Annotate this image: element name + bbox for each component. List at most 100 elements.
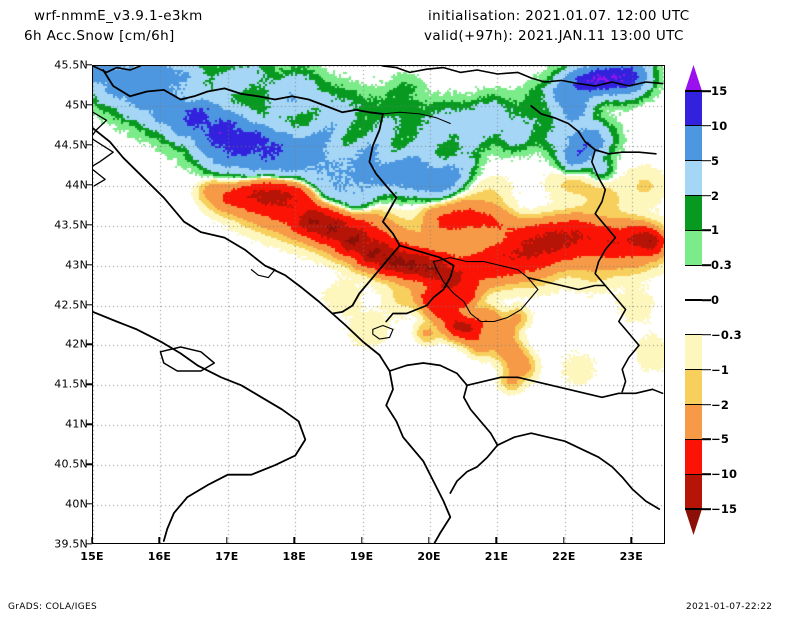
montenegro-border: [385, 244, 455, 323]
colorbar-tick-label: −0.3: [711, 327, 742, 342]
longitude-tick-mark: [428, 537, 430, 543]
map-plot-area: [92, 65, 665, 544]
danube-river: [530, 105, 657, 155]
latitude-axis-ticks: [86, 64, 93, 545]
macedonia-greece-border: [466, 376, 654, 399]
longitude-tick-label: 22E: [552, 550, 576, 563]
greece-coastline: [496, 432, 661, 510]
colorbar-tick-label: 5: [711, 153, 720, 168]
colorbar-divider: [685, 473, 702, 475]
model-name-label: wrf-nmmE_v3.9.1-e3km: [34, 8, 203, 24]
colorbar-segment: [685, 439, 702, 475]
colorbar-segment: [685, 230, 702, 266]
latitude-tick-label: 40N: [65, 497, 88, 511]
latitude-tick-mark: [86, 144, 92, 146]
lake-skadar: [372, 324, 394, 340]
longitude-tick-mark: [226, 537, 228, 543]
longitude-tick-label: 16E: [147, 550, 172, 563]
colorbar-segment: [685, 160, 702, 197]
colorbar-tick-label: −10: [711, 467, 738, 482]
colorbar-tick-mark: [702, 90, 711, 92]
colorbar-divider: [685, 264, 702, 266]
generation-timestamp-label: 2021-01-07-22:22: [686, 602, 773, 612]
colorbar-divider: [685, 438, 702, 440]
longitude-tick-label: 18E: [282, 550, 306, 563]
kosovo-border: [432, 257, 539, 323]
latitude-tick-mark: [86, 263, 92, 266]
colorbar-tick-label: 0.3: [711, 258, 732, 273]
colorbar-segment: [685, 404, 702, 440]
colorbar-tick-label: 10: [711, 118, 728, 133]
grads-credit-label: GrADS: COLA/IGES: [8, 602, 97, 612]
longitude-tick-mark: [293, 537, 295, 543]
colorbar-segment: [685, 91, 702, 127]
colorbar-segment: [685, 334, 702, 371]
adriatic-coastline: [93, 127, 452, 543]
colorbar-tick-label: 15: [711, 84, 728, 98]
longitude-tick-mark: [630, 537, 632, 543]
colorbar-divider: [685, 299, 702, 301]
latitude-axis-labels: 45.5N 45N 44.5N 44N 43.5N 43N 42.5N 42N 41.5N 41N…: [0, 59, 88, 551]
colorbar-segment: [685, 195, 702, 231]
colorbar-tick-mark: [702, 125, 711, 127]
latitude-tick-label: 39.5N: [54, 537, 88, 551]
latitude-tick-mark: [86, 303, 92, 306]
colorbar-tick-mark: [702, 438, 711, 441]
colorbar-divider: [685, 160, 702, 162]
longitude-tick-label: 23E: [619, 550, 643, 563]
longitude-tick-label: 15E: [80, 550, 104, 563]
latitude-tick-label: 41N: [65, 417, 88, 431]
latitude-tick-label: 41.5N: [54, 377, 88, 391]
latitude-tick-label: 42N: [65, 337, 88, 351]
latitude-tick-label: 45N: [65, 98, 88, 112]
sava-river: [382, 111, 451, 124]
colorbar-tick-label: −2: [711, 397, 730, 412]
longitude-axis-ticks: [91, 537, 665, 544]
colorbar-tick-mark: [702, 194, 711, 197]
latitude-tick-label: 45.5N: [54, 58, 88, 72]
latitude-tick-mark: [86, 104, 92, 106]
colorbar-divider: [685, 403, 702, 406]
colorbar-divider: [685, 508, 702, 510]
longitude-axis-labels: 15E 16E 17E 18E 19E 20E 21E 22E 23E: [80, 548, 665, 566]
colorbar-divider: [685, 125, 702, 127]
longitude-tick-label: 20E: [417, 550, 441, 563]
colorbar-segment: [685, 125, 702, 162]
ne-greece-border: [651, 388, 664, 395]
island-pag: [93, 169, 106, 187]
longitude-tick-mark: [158, 537, 161, 543]
latitude-tick-mark: [86, 463, 92, 465]
colorbar-tick-label: 2: [711, 188, 720, 203]
colorbar: [685, 65, 702, 535]
latitude-tick-label: 43N: [65, 258, 88, 272]
neretva-delta: [250, 265, 276, 279]
istria-coast: [93, 111, 108, 136]
colorbar-divider: [685, 369, 702, 371]
colorbar-tick-label: −1: [711, 362, 730, 377]
longitude-tick-label: 21E: [484, 550, 509, 563]
latitude-tick-mark: [86, 423, 92, 425]
longitude-tick-mark: [495, 537, 498, 543]
colorbar-tick-mark: [702, 264, 711, 266]
slovenia-border: [93, 66, 141, 74]
albania-border: [388, 362, 499, 494]
latitude-tick-mark: [86, 543, 92, 545]
colorbar-segment: [685, 369, 702, 406]
colorbar-extend-bottom: [685, 509, 702, 535]
longitude-tick-label: 17E: [215, 550, 239, 563]
colorbar-tick-mark: [702, 403, 711, 406]
longitude-tick-mark: [91, 537, 93, 543]
italian-coastline: [93, 311, 307, 542]
colorbar-tick-label: −15: [711, 502, 738, 516]
colorbar-tick-mark: [702, 299, 711, 301]
longitude-tick-mark: [563, 537, 565, 543]
colorbar-tick-label: 1: [711, 223, 720, 238]
longitude-tick-label: 19E: [349, 550, 374, 563]
bosnia-serbia-border: [331, 113, 401, 315]
valid-time-label: valid(+97h): 2021.JAN.11 13:00 UTC: [424, 28, 684, 44]
colorbar-segment: [685, 300, 702, 336]
colorbar-extend-top: [685, 65, 702, 91]
latitude-tick-label: 44.5N: [54, 138, 88, 152]
map-render-layer: [93, 66, 664, 543]
bulgaria-serbia-border: [591, 149, 640, 393]
